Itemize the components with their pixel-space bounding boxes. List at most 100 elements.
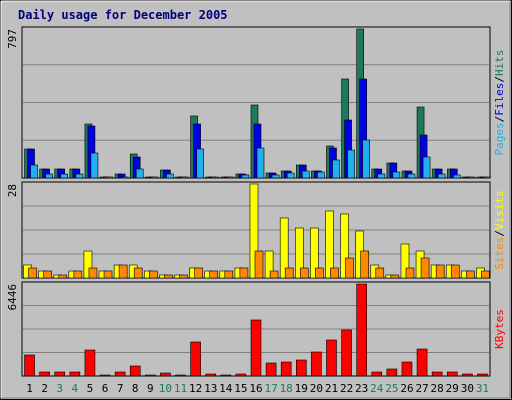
bar-kbytes-day-23	[356, 283, 367, 377]
x-tick-label-day-14: 14	[219, 382, 233, 395]
legend-item-files: Files	[493, 83, 506, 116]
bar-kbytes-day-22	[341, 329, 352, 377]
x-tick-label-day-7: 7	[117, 382, 124, 395]
bar-pages-day-5	[90, 152, 99, 179]
bar-pages-day-19	[301, 170, 310, 179]
bar-visits-day-26	[400, 243, 410, 279]
bar-kbytes-day-21	[326, 339, 337, 377]
panel-max-label: 6446	[6, 284, 19, 311]
bar-kbytes-day-12	[190, 341, 201, 377]
bar-sites-day-20	[315, 267, 324, 279]
legend-separator: /	[493, 116, 506, 123]
x-tick-label-day-20: 20	[310, 382, 323, 395]
panel-max-label: 797	[6, 29, 19, 49]
bar-sites-day-17	[269, 270, 279, 279]
bar-sites-day-11	[179, 274, 188, 279]
bar-sites-day-18	[284, 267, 294, 279]
bar-sites-day-22	[345, 257, 354, 279]
bar-sites-day-3	[58, 274, 68, 279]
x-tick-label-day-5: 5	[87, 382, 94, 395]
bar-pages-day-25	[392, 171, 401, 179]
bar-kbytes-day-3	[54, 371, 66, 377]
bar-kbytes-day-20	[311, 351, 322, 377]
bar-kbytes-day-24	[371, 371, 383, 377]
bar-pages-day-21	[332, 159, 340, 179]
bar-sites-day-1	[28, 267, 37, 279]
bar-kbytes-day-10	[160, 372, 171, 377]
bar-pages-day-27	[422, 156, 431, 179]
bar-pages-day-1	[30, 164, 38, 179]
bar-pages-day-14	[226, 176, 235, 179]
x-tick-label-day-2: 2	[41, 382, 48, 395]
x-tick-label-day-17: 17	[264, 382, 277, 395]
bar-kbytes-day-7	[114, 371, 126, 377]
bar-sites-day-9	[149, 270, 158, 279]
bar-visits-day-17	[264, 250, 274, 279]
bar-pages-day-11	[181, 176, 189, 179]
x-tick-label-day-29: 29	[446, 382, 459, 395]
bar-pages-day-20	[317, 171, 325, 179]
bar-sites-day-8	[133, 267, 143, 279]
bar-pages-day-6	[105, 176, 114, 179]
x-tick-label-day-16: 16	[249, 382, 262, 395]
bar-pages-day-10	[166, 173, 174, 179]
legend-visits-sites: Sites/Visits	[493, 190, 506, 270]
bar-sites-day-23	[360, 250, 369, 279]
x-tick-label-day-4: 4	[72, 382, 79, 395]
bar-kbytes-day-1	[24, 354, 35, 377]
bar-sites-day-27	[420, 257, 430, 279]
bar-sites-day-10	[164, 274, 173, 279]
bar-kbytes-day-31	[477, 373, 488, 377]
x-tick-label-day-18: 18	[280, 382, 293, 395]
bar-kbytes-day-5	[84, 349, 96, 377]
bar-sites-day-25	[390, 274, 400, 279]
bar-pages-day-24	[377, 173, 386, 179]
x-tick-label-day-6: 6	[102, 382, 109, 395]
x-tick-label-day-19: 19	[295, 382, 308, 395]
x-tick-label-day-24: 24	[370, 382, 384, 395]
bar-kbytes-day-9	[145, 374, 156, 377]
bar-kbytes-day-15	[235, 373, 247, 377]
legend-item-hits: Hits	[493, 50, 506, 77]
bar-kbytes-day-13	[205, 373, 217, 377]
x-tick-label-day-28: 28	[431, 382, 444, 395]
legend-separator: /	[493, 230, 506, 237]
bar-pages-day-28	[437, 173, 446, 179]
bar-visits-day-22	[340, 213, 349, 279]
bar-kbytes-day-2	[39, 371, 50, 377]
bar-kbytes-day-28	[431, 371, 443, 377]
bar-kbytes-day-11	[175, 374, 186, 377]
bar-sites-day-29	[450, 264, 460, 279]
bar-kbytes-day-19	[295, 359, 307, 377]
chart-title: Daily usage for December 2005	[18, 8, 228, 22]
bar-kbytes-day-4	[69, 371, 81, 377]
bar-sites-day-13	[209, 270, 219, 279]
bar-kbytes-day-17	[265, 362, 277, 377]
bar-pages-day-13	[211, 176, 220, 179]
bar-sites-day-19	[299, 267, 309, 279]
legend-item-pages: Pages	[493, 122, 506, 155]
bar-pages-day-15	[241, 174, 250, 179]
bar-pages-day-29	[452, 174, 461, 179]
bar-visits-day-18	[279, 217, 289, 279]
x-tick-label-day-25: 25	[385, 382, 398, 395]
legend-hits-files-pages: Pages/Files/Hits	[493, 50, 506, 156]
bar-pages-day-2	[45, 173, 53, 179]
bar-sites-day-16	[254, 250, 264, 279]
bar-pages-day-8	[135, 168, 144, 179]
bar-kbytes-day-16	[250, 319, 262, 377]
bar-visits-day-19	[294, 227, 304, 279]
bar-sites-day-12	[194, 267, 203, 279]
x-tick-label-day-11: 11	[174, 382, 187, 395]
legend-item-sites: Sites	[493, 237, 506, 270]
x-tick-label-day-27: 27	[415, 382, 428, 395]
bar-pages-day-7	[120, 176, 129, 179]
bar-sites-day-28	[435, 264, 445, 279]
legend-item-visits: Visits	[493, 190, 506, 230]
x-tick-label-day-15: 15	[234, 382, 247, 395]
bar-visits-day-20	[310, 227, 319, 279]
x-tick-label-day-26: 26	[400, 382, 413, 395]
bar-sites-day-14	[224, 270, 234, 279]
bar-sites-day-2	[43, 270, 52, 279]
bar-visits-day-5	[83, 250, 93, 279]
